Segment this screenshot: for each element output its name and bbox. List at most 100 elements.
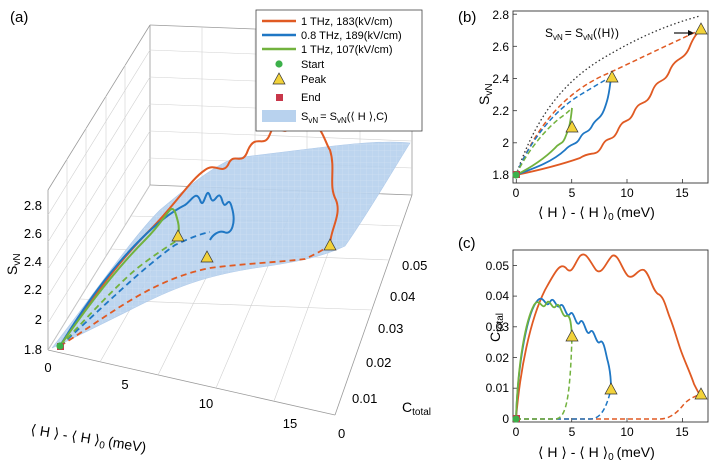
y-tick: 0.02 (366, 355, 391, 370)
panel-b-peak-green (565, 120, 579, 133)
panel-b-peak-orange (694, 22, 708, 35)
x-tick: 5 (569, 186, 576, 200)
panel-a-orange-return (59, 244, 331, 347)
legend-end-marker (276, 94, 283, 101)
panel-c-ticks (513, 264, 683, 422)
panel-b-green-curve (515, 107, 573, 176)
panel-c-start-marker (512, 415, 520, 423)
y-tick: 0.04 (390, 289, 415, 304)
legend-green-label: 1 THz, 107(kV/cm) (301, 44, 393, 56)
legend-start-label: Start (301, 59, 324, 71)
legend-orange-label: 1 THz, 183(kV/cm) (301, 16, 393, 28)
y-tick: 0.02 (486, 351, 510, 365)
panel-a-ylabel: Ctotal (402, 399, 431, 418)
panel-a-peak-orange (323, 238, 337, 251)
y-tick: 0.05 (486, 259, 510, 273)
panel-b-y-ticks: 1.8 2 2.2 2.4 2.6 2.8 (492, 8, 509, 182)
legend-surface-label: SvN = SvN(⟨ H ⟩,C) (301, 111, 388, 125)
panel-c-orange-curve (515, 253, 702, 420)
panel-c-blue-curve (515, 297, 612, 420)
panel-c-peak-green (565, 329, 579, 342)
x-tick: 15 (283, 416, 297, 431)
panel-a-zlabel: SvN (4, 253, 23, 275)
y-tick: 2.4 (492, 72, 509, 86)
y-tick: 0.04 (486, 289, 510, 303)
x-tick: 0 (513, 425, 520, 439)
panel-b-blue-dash (515, 76, 612, 176)
y-tick: 2.8 (492, 8, 509, 22)
panel-a-peak-blue (200, 250, 214, 263)
y-tick: 0.01 (352, 391, 377, 406)
x-tick: 0 (44, 360, 51, 375)
panel-a-xlabel: ⟨ H ⟩ - ⟨ H ⟩0 (meV) (29, 421, 147, 458)
panel-b-blue-curve (515, 76, 612, 176)
panel-c-label: (c) (458, 235, 476, 252)
panel-a-peak-green (171, 229, 185, 242)
panel-c-ylabel: Ctotal (487, 313, 506, 342)
panel-a-start-marker (56, 342, 64, 350)
y-tick: 2.6 (492, 40, 509, 54)
panel-a-orange-curve (59, 120, 339, 347)
z-tick: 2.8 (24, 198, 42, 213)
panel-a: (a) (4, 9, 431, 458)
panel-b-ticks (513, 13, 683, 183)
x-tick: 10 (620, 186, 634, 200)
legend-peak-marker (272, 72, 286, 85)
panel-b-orange-curve (515, 29, 702, 176)
panel-a-surface (51, 141, 411, 349)
panel-b-axes (512, 10, 709, 184)
y-tick: 0 (338, 426, 345, 441)
panel-b-start-marker (512, 171, 520, 179)
x-tick: 15 (675, 186, 689, 200)
panel-b-annotation: SvN = SvN(⟨H⟩) (545, 26, 619, 42)
panel-b-label: (b) (458, 9, 476, 26)
panel-b-peak-blue (605, 70, 619, 83)
legend-blue-label: 0.8 THz, 189(kV/cm) (301, 30, 402, 42)
panel-b-reference-curve (515, 15, 701, 176)
y-tick: 2.2 (492, 104, 509, 118)
panel-a-legend: 1 THz, 183(kV/cm) 0.8 THz, 189(kV/cm) 1 … (255, 9, 423, 132)
y-tick: 0.01 (486, 381, 510, 395)
panel-b-ylabel: SvN (476, 83, 495, 105)
x-tick: 10 (620, 425, 634, 439)
panel-a-y-ticks: 0 0.01 0.02 0.03 0.04 0.05 (338, 258, 427, 441)
panel-b-x-ticks: 0 5 10 15 (513, 186, 689, 200)
panel-a-green-return (59, 239, 179, 347)
x-tick: 5 (569, 425, 576, 439)
panel-a-label: (a) (10, 9, 28, 26)
panel-b-xlabel: ⟨ H ⟩ - ⟨ H ⟩0 (meV) (538, 204, 655, 223)
panel-a-green-curve (59, 208, 180, 347)
panel-c-green-dash (516, 335, 573, 420)
y-tick: 0 (502, 412, 509, 426)
z-tick: 1.8 (24, 342, 42, 357)
panel-c: (c) 0 0.01 0.02 0.03 0.04 0.05 (458, 235, 709, 463)
panel-c-peak-blue (604, 382, 618, 395)
y-tick: 2 (502, 136, 509, 150)
panel-c-orange-dash (516, 393, 702, 420)
panel-b-green-dash (515, 107, 573, 176)
y-tick: 0.05 (402, 258, 427, 273)
panel-c-peak-orange (694, 387, 708, 400)
panel-c-y-ticks: 0 0.01 0.02 0.03 0.04 0.05 (486, 259, 510, 426)
y-tick: 0.03 (378, 321, 403, 336)
panel-b: (b) SvN = SvN(⟨H⟩) 1.8 2 2.2 (458, 8, 709, 223)
panel-b-arrowhead (688, 30, 694, 36)
panel-c-xlabel: ⟨ H ⟩ - ⟨ H ⟩0 (meV) (538, 444, 655, 463)
panel-b-orange-dash (515, 29, 701, 176)
legend-peak-label: Peak (301, 74, 327, 86)
x-tick: 5 (121, 377, 128, 392)
panel-c-blue-dash (516, 388, 612, 420)
x-tick: 0 (513, 186, 520, 200)
legend-start-marker (275, 60, 283, 68)
z-tick: 2.2 (24, 282, 42, 297)
legend-surface-swatch (262, 110, 296, 122)
panel-c-axes (512, 249, 709, 423)
legend-end-label: End (301, 92, 321, 104)
x-tick: 10 (199, 396, 213, 411)
panel-c-x-ticks: 0 5 10 15 (513, 425, 689, 439)
y-tick: 1.8 (492, 168, 509, 182)
x-tick: 15 (675, 425, 689, 439)
z-tick: 2.4 (24, 254, 42, 269)
panel-a-blue-curve (59, 192, 235, 347)
